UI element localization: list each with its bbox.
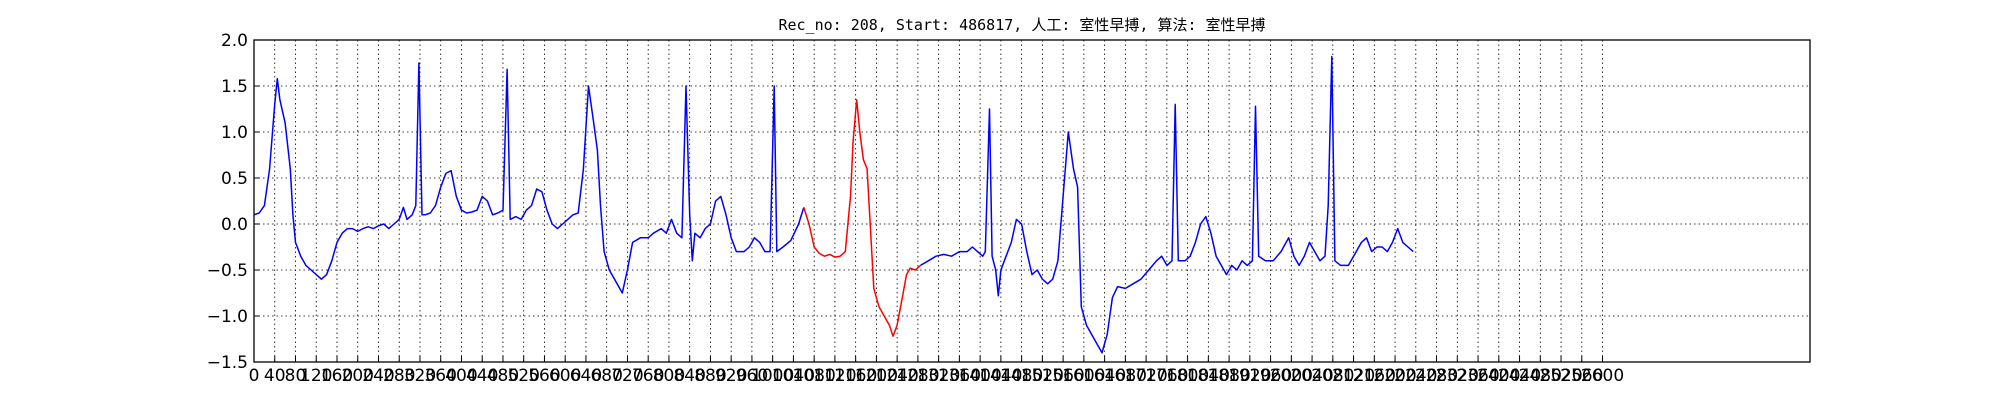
x-tick-label: 2520 bbox=[1539, 366, 1582, 386]
x-tick-label: 1240 bbox=[876, 366, 919, 386]
x-tick-label: 400 bbox=[445, 366, 477, 386]
x-tick-label: 2280 bbox=[1415, 366, 1458, 386]
x-tick-label: 720 bbox=[611, 366, 643, 386]
x-tick-label: 1080 bbox=[793, 366, 836, 386]
y-tick-label: −1.0 bbox=[207, 307, 248, 327]
x-tick-label: 1320 bbox=[917, 366, 960, 386]
x-tick-label: 80 bbox=[285, 366, 307, 386]
y-tick-label: 1.5 bbox=[221, 77, 248, 97]
x-tick-label: 1760 bbox=[1145, 366, 1188, 386]
y-tick-label: −0.5 bbox=[207, 261, 248, 281]
x-tick-label: 880 bbox=[694, 366, 726, 386]
x-tick-label: 2240 bbox=[1394, 366, 1437, 386]
x-tick-label: 560 bbox=[528, 366, 560, 386]
x-tick-label: 1120 bbox=[813, 366, 856, 386]
x-tick-label: 2360 bbox=[1456, 366, 1499, 386]
x-tick-label: 1520 bbox=[1021, 366, 1064, 386]
x-tick-label: 1640 bbox=[1083, 366, 1126, 386]
x-tick-label: 2560 bbox=[1560, 366, 1603, 386]
chart-title: Rec_no: 208, Start: 486817, 人工: 室性早搏, 算法… bbox=[778, 16, 1265, 34]
series-line bbox=[920, 55, 1414, 354]
x-tick-label: 1680 bbox=[1104, 366, 1147, 386]
x-tick-label: 1600 bbox=[1062, 366, 1105, 386]
x-tick-label: 2080 bbox=[1311, 366, 1354, 386]
x-tick-label: 840 bbox=[673, 366, 705, 386]
x-tick-label: 2120 bbox=[1332, 366, 1375, 386]
plot-frame bbox=[253, 39, 1811, 363]
x-tick-label: 2000 bbox=[1270, 366, 1313, 386]
x-tick-label: 680 bbox=[590, 366, 622, 386]
x-tick-label: 800 bbox=[653, 366, 685, 386]
x-tick-label: 2400 bbox=[1477, 366, 1520, 386]
x-tick-label: 2160 bbox=[1353, 366, 1396, 386]
series bbox=[253, 55, 1414, 354]
y-tick-label: 1.0 bbox=[221, 123, 248, 143]
x-tick-label: 1720 bbox=[1124, 366, 1167, 386]
x-tick-label: 280 bbox=[383, 366, 415, 386]
x-tick-label: 240 bbox=[362, 366, 394, 386]
x-tick-label: 2040 bbox=[1290, 366, 1333, 386]
x-tick-label: 2480 bbox=[1519, 366, 1562, 386]
x-tick-label: 1200 bbox=[855, 366, 898, 386]
series-line bbox=[253, 62, 805, 294]
x-tick-label: 2200 bbox=[1373, 366, 1416, 386]
x-tick-label: 1560 bbox=[1041, 366, 1084, 386]
x-tick-label: 1360 bbox=[938, 366, 981, 386]
x-tick-label: 1960 bbox=[1249, 366, 1292, 386]
x-tick-label: 2440 bbox=[1498, 366, 1541, 386]
x-tick-label: 120 bbox=[300, 366, 332, 386]
x-tick-label: 160 bbox=[321, 366, 353, 386]
x-tick-label: 1440 bbox=[979, 366, 1022, 386]
x-tick-label: 440 bbox=[466, 366, 498, 386]
y-tick-label: 2.0 bbox=[221, 31, 248, 51]
x-tick-label: 1160 bbox=[834, 366, 877, 386]
x-tick-label: 1800 bbox=[1166, 366, 1209, 386]
y-axis: −1.5 −1.0 −0.5 0.0 0.5 1.0 1.5 2.0 bbox=[207, 31, 260, 373]
x-tick-label: 200 bbox=[342, 366, 374, 386]
x-tick-label: 1880 bbox=[1207, 366, 1250, 386]
x-tick-label: 1000 bbox=[751, 366, 794, 386]
x-tick-label: 1480 bbox=[1000, 366, 1043, 386]
y-tick-label: −1.5 bbox=[207, 353, 248, 373]
x-tick-label: 2600 bbox=[1581, 366, 1624, 386]
x-tick-label: 640 bbox=[570, 366, 602, 386]
x-tick-label: 480 bbox=[487, 366, 519, 386]
y-tick-label: 0.5 bbox=[221, 169, 248, 189]
x-tick-label: 1840 bbox=[1187, 366, 1230, 386]
x-axis: 0 40 8012016020024028032036040044048052056… bbox=[249, 356, 1624, 386]
x-tick-label: 0 bbox=[249, 366, 260, 386]
x-tick-label: 1040 bbox=[772, 366, 815, 386]
x-tick-label: 760 bbox=[632, 366, 664, 386]
x-tick-label: 40 bbox=[264, 366, 286, 386]
x-tick-label: 960 bbox=[736, 366, 768, 386]
x-tick-label: 600 bbox=[549, 366, 581, 386]
x-tick-label: 360 bbox=[424, 366, 456, 386]
x-tick-label: 2320 bbox=[1436, 366, 1479, 386]
x-tick-label: 1400 bbox=[959, 366, 1002, 386]
x-tick-label: 1920 bbox=[1228, 366, 1271, 386]
x-tick-label: 320 bbox=[404, 366, 436, 386]
x-tick-label: 920 bbox=[715, 366, 747, 386]
x-tick-label: 520 bbox=[507, 366, 539, 386]
y-tick-label: 0.0 bbox=[221, 215, 248, 235]
x-tick-label: 1280 bbox=[896, 366, 939, 386]
series-line bbox=[803, 99, 921, 337]
